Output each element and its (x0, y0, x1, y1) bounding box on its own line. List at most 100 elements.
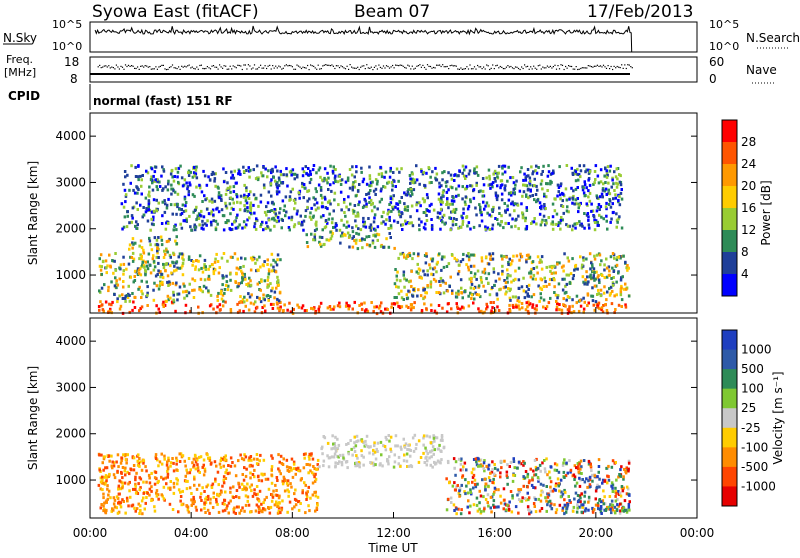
echo-cell (326, 454, 329, 458)
nave-dot (596, 64, 598, 66)
echo-cell (517, 488, 520, 492)
nave-dot (616, 65, 618, 68)
echo-cell (457, 184, 461, 188)
echo-cell (169, 296, 172, 300)
echo-cell (273, 296, 276, 300)
echo-cell (620, 197, 624, 201)
echo-cell (187, 257, 191, 261)
echo-cell (250, 489, 253, 493)
echo-cell (287, 494, 290, 498)
echo-cell (332, 181, 335, 185)
nave-dot (399, 64, 401, 66)
echo-cell (109, 264, 112, 268)
echo-cell (140, 265, 143, 269)
echo-cell (459, 307, 462, 311)
echo-cell (305, 309, 308, 312)
echo-cell (194, 228, 197, 232)
echo-cell (119, 501, 122, 505)
echo-cell (194, 454, 197, 458)
echo-cell (188, 471, 192, 475)
echo-cell (610, 217, 613, 221)
nave-dot (335, 65, 337, 67)
echo-cell (538, 260, 541, 264)
echo-cell (299, 502, 302, 505)
echo-cell (618, 215, 621, 219)
echo-cell (592, 267, 596, 271)
echo-cell (136, 191, 139, 195)
echo-cell (134, 165, 137, 169)
echo-cell (461, 216, 464, 220)
echo-cell (226, 472, 230, 476)
echo-cell (545, 221, 548, 225)
echo-cell (506, 276, 509, 280)
nave-dot (267, 65, 269, 67)
echo-cell (214, 257, 217, 261)
echo-cell (609, 285, 613, 289)
echo-cell (615, 293, 618, 297)
echo-cell (470, 184, 474, 188)
echo-cell (460, 214, 463, 218)
echo-cell (344, 460, 348, 464)
echo-cell (240, 509, 243, 513)
echo-cell (175, 212, 178, 216)
echo-cell (156, 493, 160, 497)
echo-cell (451, 210, 454, 214)
echo-cell (440, 257, 444, 261)
echo-cell (561, 288, 565, 292)
echo-cell (554, 271, 557, 275)
echo-cell (224, 477, 228, 480)
echo-cell (595, 284, 598, 288)
echo-cell (492, 267, 495, 271)
echo-cell (557, 223, 560, 227)
echo-cell (138, 309, 141, 313)
echo-cell (626, 268, 629, 272)
echo-cell (426, 269, 429, 273)
echo-cell (157, 464, 160, 468)
echo-cell (306, 245, 310, 249)
echo-cell (139, 239, 143, 243)
echo-cell (162, 305, 165, 308)
echo-cell (591, 299, 595, 303)
echo-cell (390, 302, 394, 306)
echo-cell (531, 303, 535, 307)
echo-cell (594, 178, 597, 181)
echo-cell (152, 174, 155, 178)
echo-cell (595, 194, 598, 198)
nave-dot (161, 64, 163, 66)
echo-cell (241, 226, 244, 230)
echo-cell (591, 473, 594, 477)
echo-cell (124, 466, 127, 470)
echo-cell (277, 509, 281, 513)
echo-cell (325, 178, 328, 182)
echo-cell (121, 293, 124, 297)
echo-cell (550, 266, 554, 270)
echo-cell (471, 467, 475, 471)
echo-cell (309, 469, 312, 473)
echo-cell (369, 181, 373, 185)
echo-cell (404, 442, 408, 446)
echo-cell (506, 463, 509, 467)
echo-cell (181, 261, 185, 265)
echo-cell (427, 166, 430, 170)
echo-cell (562, 297, 565, 301)
echo-cell (372, 309, 375, 313)
echo-cell (489, 186, 492, 190)
echo-cell (430, 272, 433, 276)
nave-dot (590, 66, 592, 68)
nave-dot (153, 68, 155, 70)
colorbar-segment (722, 274, 737, 297)
echo-cell (410, 190, 413, 193)
echo-cell (276, 181, 279, 185)
echo-cell (351, 185, 355, 189)
echo-cell (298, 196, 301, 200)
nave-dot (217, 68, 219, 70)
echo-cell (206, 483, 210, 487)
echo-cell (236, 302, 239, 306)
echo-cell (356, 189, 360, 193)
echo-cell (596, 220, 599, 224)
echo-cell (452, 457, 456, 461)
echo-cell (260, 509, 263, 513)
nave-dot (132, 65, 134, 67)
echo-cell (276, 493, 279, 497)
echo-cell (222, 478, 225, 482)
